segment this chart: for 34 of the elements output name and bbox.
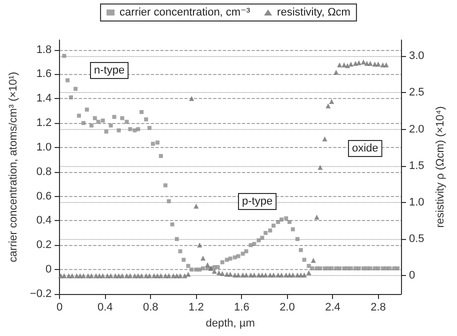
y2-tick-label: 1.5 (409, 160, 424, 172)
annotation: oxide (352, 142, 378, 154)
y2-tick-label: 1.0 (409, 196, 424, 208)
y-tick-label: 0 (45, 264, 52, 276)
y-tick-label: 1.2 (36, 117, 52, 130)
y-tick-label: −0.2 (30, 288, 52, 300)
x-tick-label: 0 (56, 302, 63, 314)
annotation: n-type (94, 64, 125, 76)
y2-tick-label: 2.0 (409, 123, 424, 136)
y2-tick-label: 0 (409, 270, 416, 282)
y2-tick-label: 2.5 (409, 86, 424, 99)
y-tick-label: 1.0 (36, 141, 52, 154)
x-tick-label: 2.8 (370, 302, 386, 314)
x-tick-label: 0.4 (97, 302, 113, 314)
y2-tick-label: 0.5 (409, 233, 424, 246)
legend-label: carrier concentration, cm⁻³ (120, 6, 250, 18)
x-tick-label: 2.4 (325, 302, 340, 314)
x-tick-label: 2.0 (280, 302, 295, 314)
x-tick-label: 1.6 (234, 302, 250, 314)
y-tick-label: 0.6 (36, 190, 52, 202)
y-tick-label: 1.4 (36, 92, 52, 105)
y-tick-label: 0.4 (36, 214, 52, 227)
y-axis-title: carrier concentration, atoms/cm³ (×10¹) (8, 72, 20, 262)
y-tick-label: 0.8 (36, 166, 52, 178)
x-axis-title: depth, µm (206, 317, 255, 330)
annotation: p-type (242, 196, 273, 208)
y2-axis-title: resistivity ρ (Ωcm) (×10⁴) (434, 106, 447, 228)
y-tick-label: 1.6 (36, 68, 52, 80)
x-tick-label: 1.2 (188, 302, 204, 314)
y2-tick-label: 3.0 (409, 50, 424, 62)
y-tick-label: 0.2 (36, 239, 52, 252)
legend-label: resistivity, Ωcm (277, 6, 350, 18)
y-tick-label: 1.8 (36, 44, 52, 56)
x-tick-label: 0.8 (143, 302, 158, 314)
